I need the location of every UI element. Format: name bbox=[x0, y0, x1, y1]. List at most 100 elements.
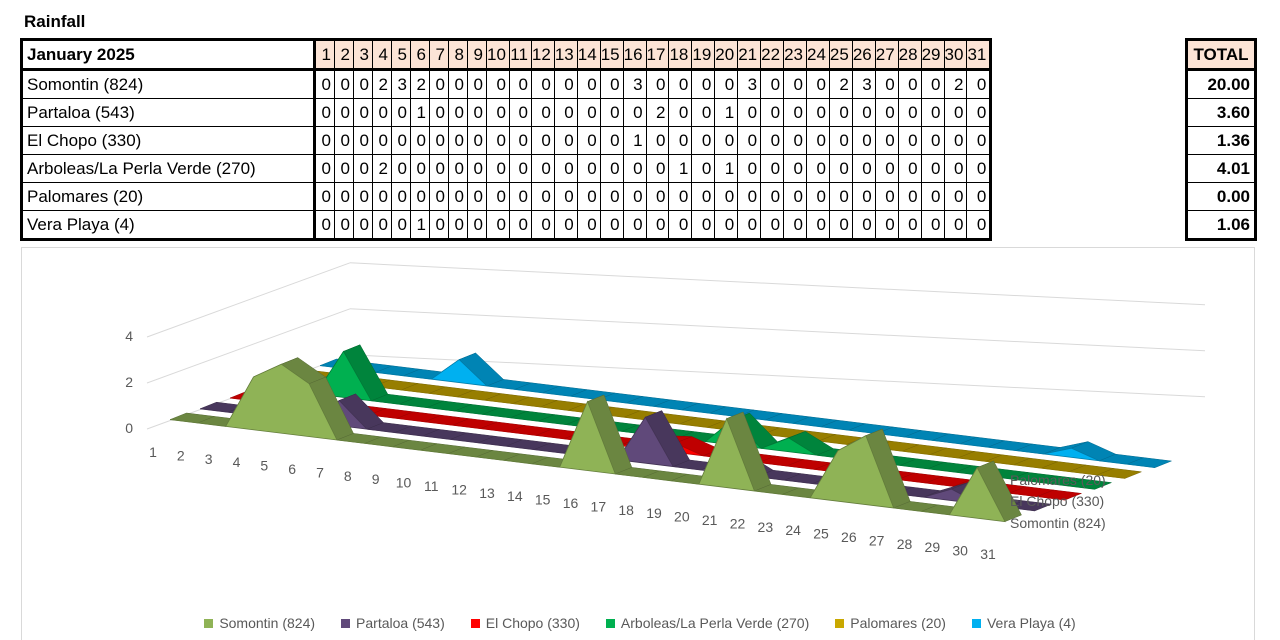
x-tick-label: 26 bbox=[841, 529, 857, 545]
legend-swatch bbox=[341, 618, 351, 628]
table-row: Vera Playa (4) 0 0 0 0 0 1 0 0 0 0 0 0 0 0 0 0 0 0 0 0 0 0 0 0 0 0… bbox=[21, 210, 992, 240]
table-row: Arboleas/La Perla Verde (270) 0 0 0 2 0 0 0 0 0 0 0… bbox=[21, 154, 992, 183]
y-tick-label: 2 bbox=[125, 374, 133, 390]
day-header-cell: 4 bbox=[372, 39, 392, 70]
rain-value-cell: 0 bbox=[966, 210, 992, 240]
y-tick-label: 4 bbox=[125, 328, 133, 344]
x-tick-label: 20 bbox=[674, 509, 690, 525]
day-header-cell: 16 bbox=[622, 39, 647, 70]
x-tick-label: 16 bbox=[563, 495, 579, 511]
x-tick-label: 29 bbox=[925, 539, 941, 555]
total-row: 0.00 bbox=[1186, 182, 1256, 211]
table-row: Partaloa (543) 0 0 0 0 0 1 0 0 0 0 0 0 0 0 0 0 2 0 0 1 0 0 0 0 0 0… bbox=[21, 98, 992, 127]
x-tick-label: 7 bbox=[316, 464, 324, 480]
x-tick-label: 24 bbox=[785, 522, 801, 538]
rain-value-cell: 0 bbox=[645, 210, 670, 240]
day-header-cell: 1 bbox=[314, 39, 335, 70]
legend-label: Partaloa (543) bbox=[356, 615, 445, 631]
x-tick-label: 31 bbox=[980, 546, 996, 562]
x-tick-label: 1 bbox=[149, 444, 157, 460]
day-header-cell: 11 bbox=[508, 39, 532, 70]
legend-item: El Chopo (330) bbox=[470, 615, 580, 631]
day-header-cell: 27 bbox=[874, 39, 899, 70]
month-label-cell: January 2025 bbox=[21, 39, 316, 70]
day-header-cell: 6 bbox=[410, 39, 430, 70]
legend-item: Partaloa (543) bbox=[341, 615, 445, 631]
legend-swatch bbox=[204, 618, 214, 628]
x-tick-label: 2 bbox=[177, 447, 185, 463]
x-tick-label: 9 bbox=[372, 471, 380, 487]
y-tick-label: 0 bbox=[125, 420, 133, 436]
total-value-cell: 20.00 bbox=[1186, 69, 1256, 99]
legend-item: Arboleas/La Perla Verde (270) bbox=[605, 615, 809, 631]
station-name-cell: El Chopo (330) bbox=[21, 126, 316, 155]
day-header-cell: 2 bbox=[334, 39, 354, 70]
rain-value-cell: 0 bbox=[508, 182, 532, 211]
x-tick-label: 3 bbox=[205, 451, 213, 467]
day-header-cell: 5 bbox=[391, 39, 411, 70]
day-header-cell: 31 bbox=[966, 39, 992, 70]
legend-label: Somontin (824) bbox=[219, 615, 316, 631]
day-header-cell: 17 bbox=[645, 39, 670, 70]
day-header-cell: 26 bbox=[851, 39, 876, 70]
rain-value-cell: 0 bbox=[467, 154, 487, 183]
total-row: 1.36 bbox=[1186, 126, 1256, 155]
total-header-row: TOTAL bbox=[1186, 39, 1256, 71]
rain-value-cell: 0 bbox=[966, 98, 992, 127]
rain-value-cell: 0 bbox=[599, 210, 624, 240]
x-tick-label: 17 bbox=[591, 498, 607, 514]
station-name-cell: Partaloa (543) bbox=[21, 98, 316, 127]
rain-value-cell: 0 bbox=[334, 210, 354, 240]
gridline-side bbox=[146, 308, 351, 384]
x-tick-label: 8 bbox=[344, 468, 352, 484]
x-tick-label: 18 bbox=[618, 502, 634, 518]
page-title: Rainfall bbox=[24, 12, 86, 31]
x-tick-label: 6 bbox=[288, 461, 296, 477]
rainfall-table: January 2025 1 2 3 4 5 6 7 8 9 10 11 12 13 14 15 16 17 18 1… bbox=[20, 38, 993, 241]
x-tick-label: 25 bbox=[813, 526, 829, 542]
rain-value-cell: 0 bbox=[508, 126, 532, 155]
series-area-front bbox=[199, 399, 1036, 512]
legend-item: Vera Playa (4) bbox=[971, 615, 1076, 631]
day-header-cell: 13 bbox=[553, 39, 578, 70]
x-tick-label: 30 bbox=[952, 543, 968, 559]
day-header-cell: 9 bbox=[467, 39, 487, 70]
rain-value-cell: 0 bbox=[508, 210, 532, 240]
total-header-cell: TOTAL bbox=[1186, 39, 1256, 71]
station-name-cell: Palomares (20) bbox=[21, 182, 316, 211]
depth-axis-label: El Chopo (330) bbox=[1010, 493, 1104, 509]
rain-value-cell: 0 bbox=[576, 210, 601, 240]
x-tick-label: 23 bbox=[758, 519, 774, 535]
x-tick-label: 27 bbox=[869, 532, 885, 548]
rain-value-cell: 0 bbox=[467, 98, 487, 127]
legend-swatch bbox=[470, 618, 480, 628]
table-row: Palomares (20) 0 0 0 0 0 0 0 0 0 0 0 0 0 0 0 0 0 0 0 0 0 0 0 0 0 0… bbox=[21, 182, 992, 211]
x-tick-label: 5 bbox=[260, 458, 268, 474]
table-header-row: January 2025 1 2 3 4 5 6 7 8 9 10 11 12 13 14 15 16 17 18 1… bbox=[21, 39, 992, 70]
rain-value-cell: 0 bbox=[897, 210, 922, 240]
x-tick-label: 4 bbox=[233, 454, 241, 470]
x-tick-label: 28 bbox=[897, 536, 913, 552]
day-header-cell: 22 bbox=[760, 39, 785, 70]
depth-axis-label: Palomares (20) bbox=[1010, 472, 1106, 488]
gridline-back bbox=[349, 308, 1206, 352]
legend-label: El Chopo (330) bbox=[485, 615, 580, 631]
x-tick-label: 10 bbox=[396, 475, 412, 491]
day-header-cell: 28 bbox=[897, 39, 922, 70]
day-header-cell: 15 bbox=[599, 39, 624, 70]
day-header-cell: 19 bbox=[691, 39, 716, 70]
legend-label: Palomares (20) bbox=[850, 615, 946, 631]
gridline-side bbox=[146, 262, 351, 338]
x-tick-label: 21 bbox=[702, 512, 718, 528]
station-name-cell: Vera Playa (4) bbox=[21, 210, 316, 240]
depth-axis-label: Somontin (824) bbox=[1010, 515, 1106, 531]
day-header-cell: 14 bbox=[576, 39, 601, 70]
rain-value-cell: 0 bbox=[508, 69, 532, 99]
x-tick-label: 19 bbox=[646, 505, 662, 521]
day-header-cell: 29 bbox=[920, 39, 945, 70]
x-tick-label: 22 bbox=[730, 515, 746, 531]
totals-table: TOTAL 20.00 3.60 1.36 4.01 0.00 1.06 bbox=[1185, 38, 1257, 241]
x-tick-label: 15 bbox=[535, 492, 551, 508]
rain-value-cell: 0 bbox=[966, 154, 992, 183]
